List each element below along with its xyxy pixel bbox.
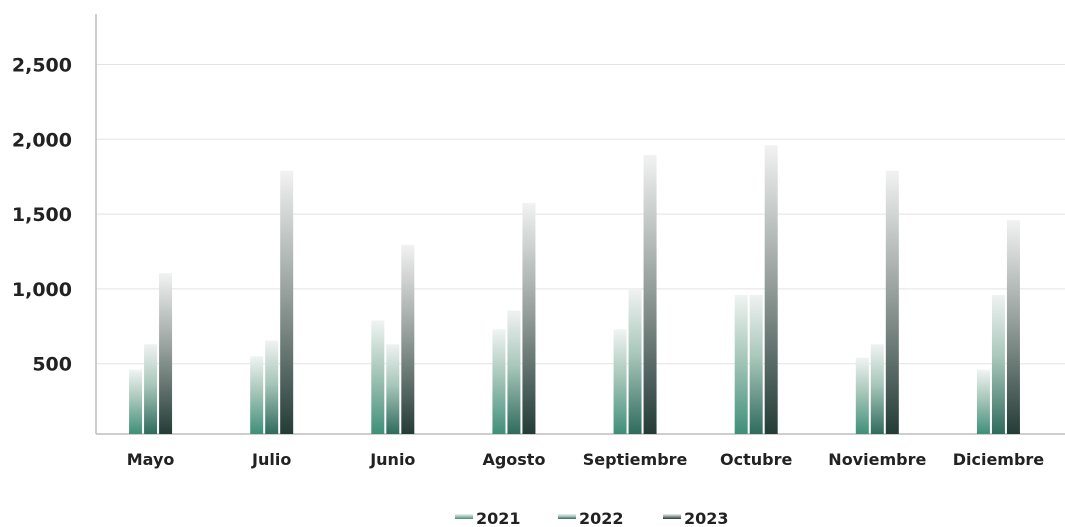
- bar-2023-noviembre: [885, 170, 899, 435]
- bar-2022-julio: [265, 340, 279, 434]
- legend-swatch-2023: [663, 514, 681, 519]
- axis-layer: [95, 14, 1065, 435]
- bar-2022-diciembre: [991, 294, 1005, 434]
- bar-2023-octubre: [764, 145, 778, 434]
- bar-2023-junio: [401, 244, 415, 434]
- x-category-label: Octubre: [720, 450, 792, 469]
- legend-label-2022: 2022: [579, 509, 624, 527]
- bar-2023-agosto: [522, 202, 536, 434]
- y-tick-label: 2,000: [12, 129, 72, 151]
- x-category-label: Noviembre: [828, 450, 926, 469]
- bar-2021-septiembre: [613, 329, 627, 434]
- legend-swatch-2021: [455, 514, 473, 519]
- y-tick-label: 1,500: [12, 204, 72, 226]
- bar-2021-junio: [371, 320, 385, 434]
- bar-2021-octubre: [734, 294, 748, 434]
- bar-2021-mayo: [129, 369, 143, 434]
- bar-2021-julio: [250, 356, 264, 434]
- y-tick-label: 2,500: [12, 54, 72, 76]
- x-category-label: Diciembre: [953, 450, 1045, 469]
- bar-2023-septiembre: [643, 154, 657, 434]
- y-tick-label: 1,000: [12, 279, 72, 301]
- bar-2023-mayo: [159, 273, 173, 434]
- label-layer: 500 1,000 1,500 2,000 2,500 Mayo Julio Junio Ago…: [12, 54, 1044, 469]
- bar-2022-noviembre: [870, 344, 884, 434]
- legend: 2021 2022 2023: [455, 509, 729, 527]
- x-category-label: Junio: [369, 450, 415, 469]
- bar-2022-mayo: [144, 344, 158, 434]
- bar-2022-junio: [386, 344, 400, 434]
- bar-2022-agosto: [507, 310, 521, 434]
- bar-2022-septiembre: [628, 288, 642, 434]
- bar-2023-julio: [280, 170, 294, 435]
- y-tick-label: 500: [32, 354, 72, 376]
- x-category-label: Agosto: [482, 450, 545, 469]
- bar-2022-octubre: [749, 294, 763, 434]
- legend-label-2023: 2023: [684, 509, 729, 527]
- grid-layer: [96, 63, 1065, 365]
- x-category-label: Septiembre: [583, 450, 688, 469]
- bar-2021-agosto: [492, 329, 506, 434]
- bar-2021-noviembre: [855, 357, 869, 434]
- bar-2023-diciembre: [1006, 220, 1020, 434]
- legend-swatch-2022: [558, 514, 576, 519]
- legend-label-2021: 2021: [476, 509, 521, 527]
- x-category-label: Julio: [251, 450, 291, 469]
- bar-layer: [129, 145, 1020, 435]
- bar-2021-diciembre: [976, 369, 990, 434]
- x-category-label: Mayo: [127, 450, 175, 469]
